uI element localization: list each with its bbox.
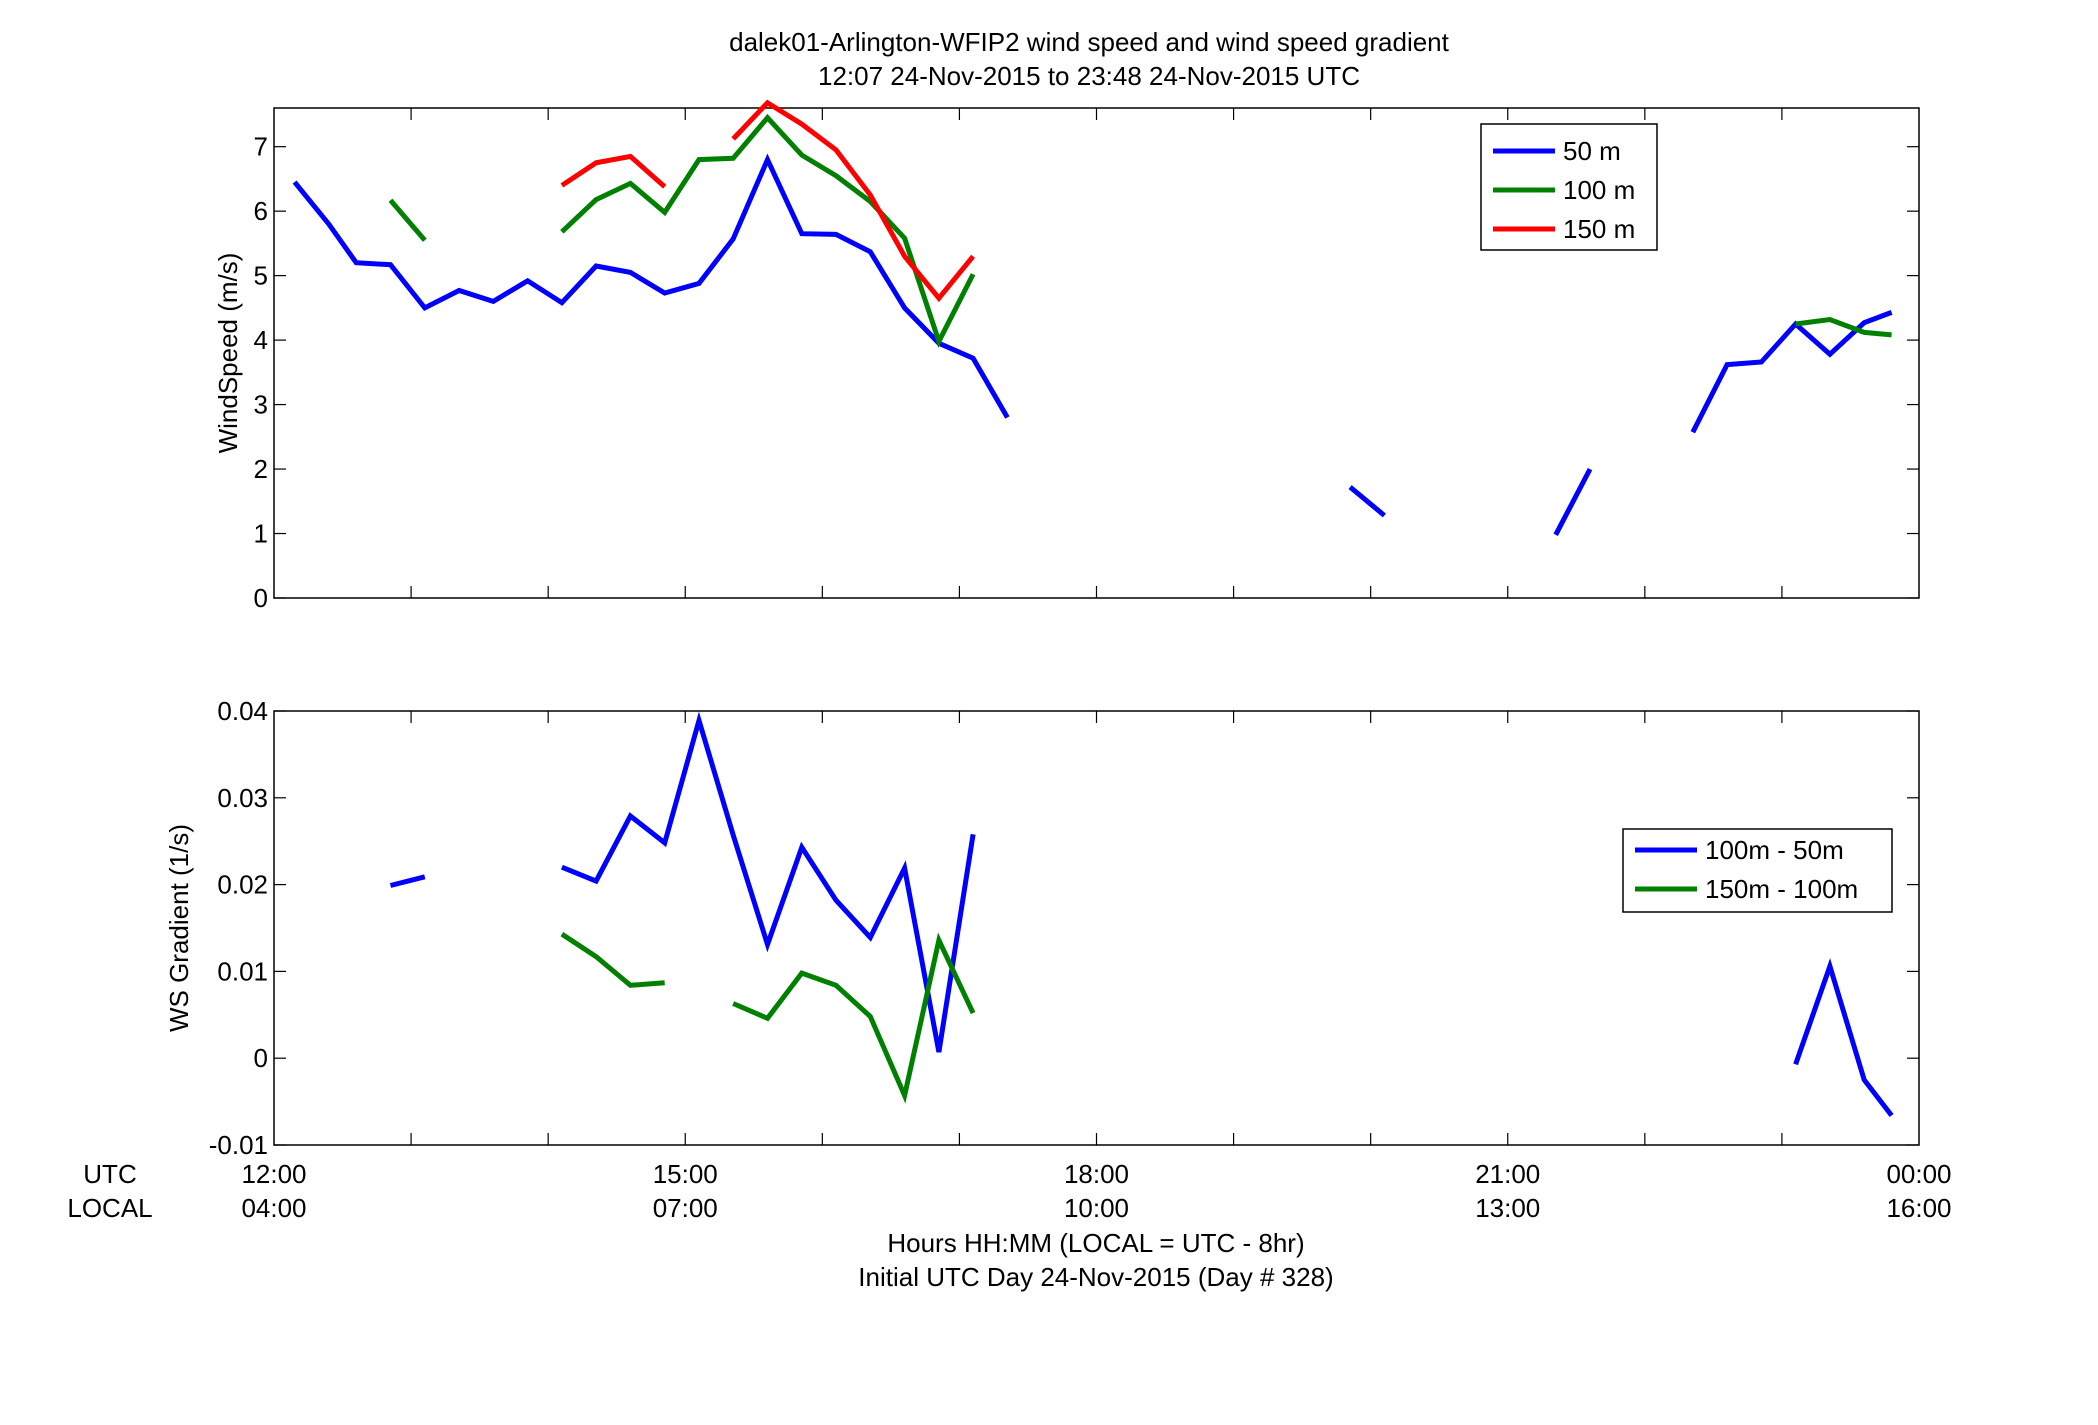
wind-speed-series-0-segment-2 bbox=[1553, 467, 1593, 536]
x-tick-label-utc: 18:00 bbox=[1064, 1159, 1129, 1189]
gradient-ytick-label: 0.04 bbox=[217, 696, 268, 726]
wind-speed-panel: 0 1 2 3 4 5 6 7 WindSpeed (m/s) 50 m 100 m 150 … bbox=[213, 99, 1920, 613]
x-tick-label-utc: 00:00 bbox=[1886, 1159, 1951, 1189]
x-tick-label-local: 04:00 bbox=[241, 1193, 306, 1223]
x-axis-label-line-1: Hours HH:MM (LOCAL = UTC - 8hr) bbox=[887, 1228, 1304, 1258]
wind-speed-legend: 50 m 100 m 150 m bbox=[1480, 123, 1658, 251]
x-tick-label-local: 16:00 bbox=[1886, 1193, 1951, 1223]
gradient-ytick-label: -0.01 bbox=[209, 1130, 268, 1160]
wind-speed-ytick-label: 4 bbox=[254, 325, 268, 355]
wind-speed-series-0-segment-1 bbox=[1348, 485, 1386, 518]
chart-title-line-2: 12:07 24-Nov-2015 to 23:48 24-Nov-2015 U… bbox=[818, 61, 1360, 91]
shared-x-axis-labels: UTC LOCAL 12:00 04:00 15:00 07:00 18:00 10:00… bbox=[67, 1159, 1951, 1223]
gradient-ytick-label: 0.03 bbox=[217, 783, 268, 813]
x-tick-label-utc: 12:00 bbox=[241, 1159, 306, 1189]
legend-label-100m: 100 m bbox=[1563, 175, 1635, 205]
wind-speed-series-1-segment-2 bbox=[1795, 316, 1892, 338]
wind-speed-series-2-segment-1 bbox=[731, 99, 976, 303]
x-tick-label-utc: 21:00 bbox=[1475, 1159, 1540, 1189]
gradient-series-1-segment-1 bbox=[732, 932, 976, 1104]
gradient-ticks: -0.01 0 0.01 0.02 0.03 0.04 bbox=[209, 696, 1919, 1160]
wind-speed-series-2-segment-0 bbox=[560, 153, 667, 189]
x-tick-label-local: 07:00 bbox=[653, 1193, 718, 1223]
gradient-series-0-segment-2 bbox=[1793, 958, 1894, 1118]
wind-speed-ticks: 0 1 2 3 4 5 6 7 bbox=[254, 108, 1919, 613]
wind-speed-ytick-label: 2 bbox=[254, 454, 268, 484]
local-row-label: LOCAL bbox=[67, 1193, 152, 1223]
wind-speed-ytick-label: 6 bbox=[254, 196, 268, 226]
x-tick-label-utc: 15:00 bbox=[653, 1159, 718, 1189]
gradient-legend: 100m - 50m 150m - 100m bbox=[1622, 828, 1893, 913]
legend-label-150m-100m: 150m - 100m bbox=[1705, 874, 1858, 904]
x-tick-label-local: 13:00 bbox=[1475, 1193, 1540, 1223]
wind-speed-ytick-label: 7 bbox=[254, 132, 268, 162]
x-tick-label-local: 10:00 bbox=[1064, 1193, 1129, 1223]
wind-speed-ytick-label: 1 bbox=[254, 519, 268, 549]
legend-label-150m: 150 m bbox=[1563, 214, 1635, 244]
wind-speed-lines bbox=[292, 99, 1893, 536]
wind-speed-series-1-segment-0 bbox=[388, 198, 427, 242]
gradient-ytick-label: 0 bbox=[254, 1043, 268, 1073]
gradient-panel: -0.01 0 0.01 0.02 0.03 0.04 WS Gradient (1/s)… bbox=[164, 696, 1920, 1160]
legend-label-100m-50m: 100m - 50m bbox=[1705, 835, 1844, 865]
wind-speed-series-1-segment-1 bbox=[560, 113, 976, 348]
gradient-legend-box bbox=[1622, 828, 1893, 913]
gradient-series-0-segment-0 bbox=[389, 874, 426, 888]
legend-label-50m: 50 m bbox=[1563, 136, 1621, 166]
gradient-series-1-segment-0 bbox=[560, 932, 665, 988]
chart-title-line-1: dalek01-Arlington-WFIP2 wind speed and w… bbox=[729, 27, 1450, 57]
wind-speed-ytick-label: 5 bbox=[254, 261, 268, 291]
x-axis-label-line-2: Initial UTC Day 24-Nov-2015 (Day # 328) bbox=[858, 1262, 1333, 1292]
utc-row-label: UTC bbox=[83, 1159, 136, 1189]
wind-speed-series-0-segment-0 bbox=[292, 153, 1010, 419]
wind-speed-ytick-label: 3 bbox=[254, 390, 268, 420]
gradient-y-label: WS Gradient (1/s) bbox=[164, 824, 194, 1032]
wind-speed-ytick-label: 0 bbox=[254, 583, 268, 613]
gradient-ytick-label: 0.02 bbox=[217, 870, 268, 900]
gradient-lines bbox=[389, 711, 1894, 1118]
gradient-series-0-segment-1 bbox=[560, 711, 976, 1053]
wind-speed-y-label: WindSpeed (m/s) bbox=[213, 253, 243, 454]
gradient-ytick-label: 0.01 bbox=[217, 956, 268, 986]
